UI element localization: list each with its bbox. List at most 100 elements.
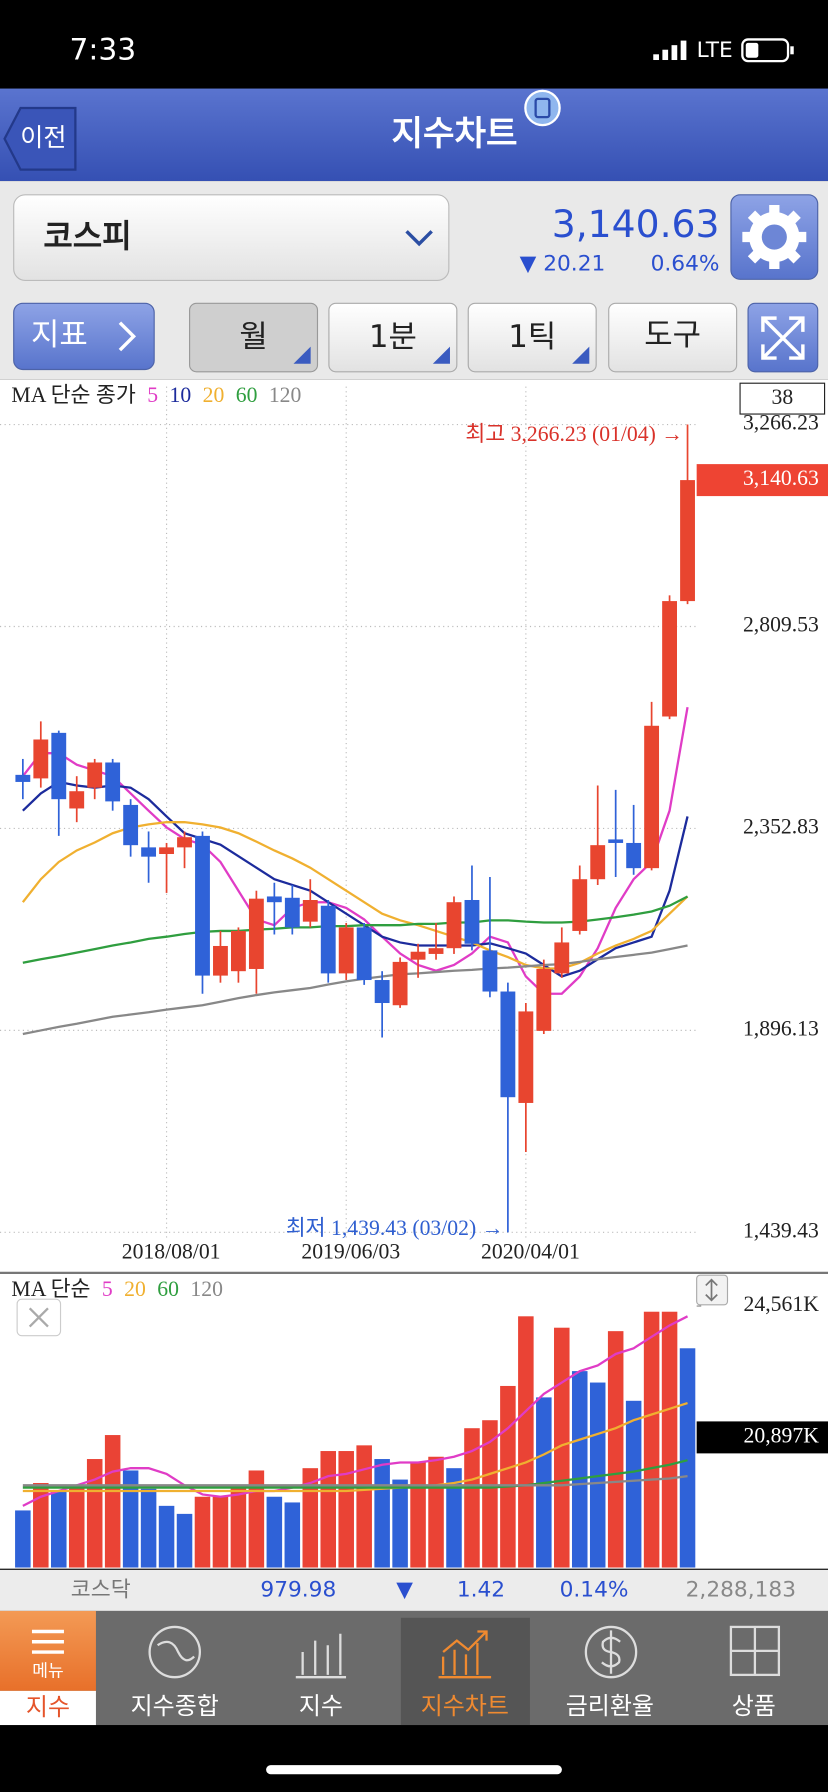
nav-label[interactable]: 지수차트 [421,1692,509,1720]
candle-body [105,762,121,802]
nav-chart-icon [438,1630,492,1679]
candle-body [554,942,570,974]
kosdaq-change-pct: 0.14% [560,1577,629,1602]
nav-tab-0[interactable] [0,1690,96,1726]
candle-body [482,950,498,992]
minute-button[interactable] [328,302,458,373]
y-tick-label: 2,352.83 [743,814,819,838]
minute-label[interactable]: 1분 [369,319,417,355]
market-change-pct: 0.64% [651,251,720,276]
x-tick-label: 2020/04/01 [481,1239,580,1263]
charts: 3,266.23 2,809.53 2,352.83 1,896.13 1,439.43… [0,383,828,1568]
kosdaq-arrow: ▼ [396,1577,413,1602]
volume-bar [482,1420,498,1568]
status-bar [0,0,828,89]
volume-bar [68,1485,85,1568]
y-tick-label: 2,809.53 [743,612,819,636]
back-label[interactable]: 이전 [20,123,66,152]
nav-label[interactable]: 지수 [26,1693,70,1721]
ma-line [22,780,689,978]
candle-body [662,601,677,717]
menu-label[interactable]: 메뉴 [32,1661,64,1681]
candle-body [87,762,103,788]
candle-body [680,480,695,602]
candle-body [51,732,67,800]
title-icon[interactable] [524,89,561,127]
candle-body [284,897,300,928]
candle-body [15,774,31,782]
tools-label[interactable]: 도구 [644,317,701,353]
legend-entry: 120 [269,383,302,407]
volume-bar [266,1496,283,1568]
annotation: 최저 1,439.43 (03/02) → [286,1216,504,1240]
ma-line [22,1401,688,1493]
candle-body [248,898,264,969]
legend-entry: 5 [102,1277,113,1301]
legend-title: MA 단순 종가 [11,383,135,407]
market-selector[interactable] [13,194,450,281]
volume-bar [51,1491,67,1568]
volume-bar [554,1327,570,1568]
nav-label[interactable]: 금리환율 [566,1692,654,1720]
volume-bar [356,1445,372,1568]
period-label[interactable]: 월 [239,319,267,355]
volume-bar [392,1479,408,1568]
volume-bar [230,1485,247,1568]
indicator-chevron [118,321,137,352]
tools-button[interactable] [608,302,738,373]
tick-label[interactable]: 1틱 [508,319,556,355]
resize-icon [705,1278,718,1302]
candle-body [69,791,85,809]
volume-bar [500,1385,516,1568]
candle-body [518,1011,534,1103]
count-label: 38 [771,385,793,409]
minute-corner [432,346,450,364]
legend-entry: 120 [190,1277,223,1301]
ma-line [22,1475,688,1487]
candle-body [374,980,390,1004]
candle-body [644,725,660,869]
home-area [0,1725,828,1792]
volume-bar [518,1316,534,1568]
candle-body [626,842,642,869]
back-button[interactable] [3,106,77,171]
volume-bar [679,1348,696,1568]
kosdaq-name: 코스닥 [71,1577,131,1602]
volume-bar [464,1428,480,1568]
candle-body [33,739,49,779]
y-tick-label: 24,561K [744,1292,820,1316]
candle-body [177,837,192,848]
indicator-label[interactable]: 지표 [31,317,88,353]
signal-icon [653,40,687,61]
legend-entry: 10 [170,383,192,407]
kosdaq-price: 979.98 [260,1577,336,1602]
legend-entry: 5 [147,383,158,407]
legend-entry: 60 [236,383,258,407]
legend-entry: 20 [124,1277,146,1301]
nav-label[interactable]: 상품 [732,1692,776,1720]
candle-body [266,896,282,903]
last-value-label: 3,140.63 [743,466,819,490]
volume-bar [446,1468,462,1568]
fullscreen-icon [761,316,805,360]
candle-body [608,839,624,843]
ma-line [22,1459,688,1489]
volume-bar [158,1505,175,1568]
market-name[interactable]: 코스피 [43,217,131,255]
clock: 7:33 [69,32,136,67]
candle-body [302,899,318,922]
candle-body [356,927,372,981]
tick-button[interactable] [467,302,597,373]
y-tick-label: 1,896.13 [743,1016,819,1040]
dropdown-chevron [405,230,433,247]
period-button[interactable] [189,302,319,373]
volume-bar [607,1331,624,1568]
volume-bar [625,1400,642,1568]
volume-bar [661,1311,678,1568]
indicator-button[interactable] [13,302,155,371]
candle-body [195,835,210,976]
volume-bar [176,1513,193,1568]
nav-label[interactable]: 지수 [299,1692,343,1720]
ma-line [21,707,689,995]
nav-label[interactable]: 지수종합 [131,1692,219,1720]
